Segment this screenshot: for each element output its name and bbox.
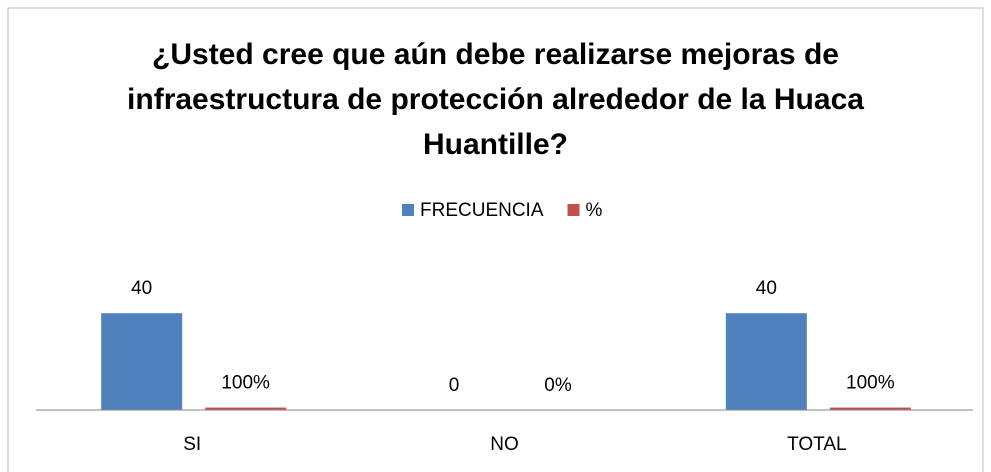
chart-title: ¿Usted cree que aún debe realizarse mejo…	[127, 38, 864, 161]
legend-label: FRECUENCIA	[420, 200, 544, 221]
x-tick-label: NO	[490, 434, 519, 455]
bar	[205, 407, 287, 410]
data-label: 100%	[846, 373, 895, 394]
legend-label: %	[586, 200, 603, 221]
legend-swatch	[567, 204, 580, 216]
bar	[829, 407, 911, 410]
data-label: 0%	[544, 375, 572, 396]
bar	[101, 313, 183, 410]
data-label: 0	[449, 375, 460, 396]
x-tick-label: SI	[183, 434, 201, 455]
x-tick-label: TOTAL	[787, 434, 846, 455]
data-label: 40	[131, 278, 152, 299]
bar	[725, 313, 807, 410]
data-label: 100%	[221, 373, 270, 394]
legend-swatch	[402, 204, 414, 216]
data-label: 40	[756, 278, 777, 299]
